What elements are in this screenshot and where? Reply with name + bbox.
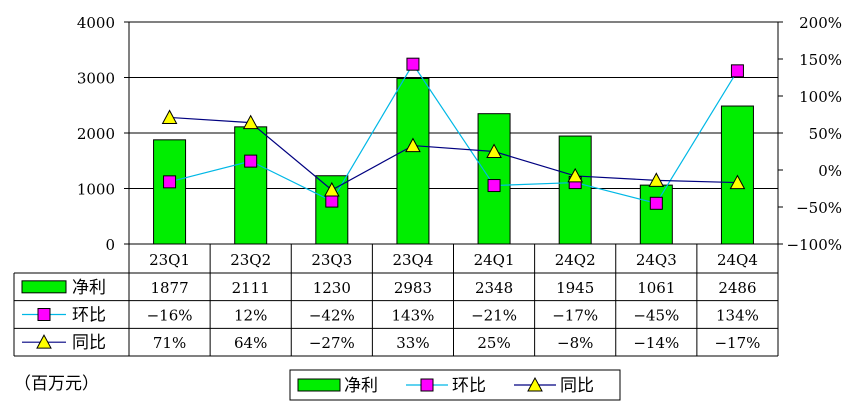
point-1-24Q2 — [567, 167, 584, 183]
table-cell: −17% — [714, 334, 760, 352]
point-1-24Q1 — [486, 143, 502, 158]
bar-23Q4 — [396, 77, 430, 245]
legend-label: 净利 — [344, 376, 378, 396]
right-tick-label: −50% — [796, 199, 842, 217]
point-0-23Q4 — [406, 57, 420, 71]
table-cell: 33% — [396, 334, 429, 352]
bar-24Q3 — [639, 184, 673, 245]
point-1-24Q4 — [729, 174, 746, 190]
table-cell: 25% — [477, 334, 510, 352]
legend: 净利 环比 同比 — [289, 369, 621, 401]
table-cell: 143% — [391, 307, 434, 325]
point-1-24Q3 — [648, 172, 665, 187]
table-cell: 2983 — [394, 279, 432, 297]
category-label: 24Q1 — [474, 251, 515, 269]
point-0-24Q1 — [487, 179, 501, 193]
point-1-23Q4 — [405, 137, 421, 153]
legend-box — [289, 369, 621, 401]
net-profit-bars — [153, 77, 754, 245]
category-label: 24Q3 — [636, 251, 677, 269]
axes: 0 1000 2000 3000 4000 −100% −50% 0% 50% 100% 150% 2… — [77, 14, 842, 254]
point-1-23Q2 — [242, 114, 259, 130]
point-0-24Q3 — [649, 196, 663, 210]
category-label: 23Q3 — [311, 251, 352, 269]
right-tick-label: 100% — [799, 88, 842, 106]
table-cell: −45% — [633, 307, 679, 325]
table-cell: −17% — [552, 307, 598, 325]
row-series-name: 同比 — [72, 333, 106, 353]
table-cell: 1877 — [150, 279, 188, 297]
unit-label: （百万元） — [14, 374, 99, 394]
table-cell: 1230 — [313, 279, 351, 297]
legend-label: 同比 — [560, 376, 594, 396]
right-tick-label: 50% — [809, 125, 842, 143]
left-tick-label: 1000 — [77, 181, 115, 199]
table-cell: 71% — [153, 334, 186, 352]
right-tick-label: −100% — [787, 236, 842, 254]
table-cell: −8% — [557, 334, 593, 352]
table-cell: 2348 — [475, 279, 513, 297]
table-cell: 2111 — [232, 279, 270, 297]
category-label: 23Q4 — [392, 251, 433, 269]
table-cell: −16% — [147, 307, 193, 325]
table-cell: 1945 — [556, 279, 594, 297]
point-0-23Q3 — [325, 194, 339, 208]
category-label: 24Q4 — [717, 251, 758, 269]
right-tick-label: 0% — [818, 162, 842, 180]
left-tick-label: 0 — [105, 236, 115, 254]
series-line-0 — [169, 63, 738, 204]
legend-label: 环比 — [452, 376, 486, 396]
table-cell: −42% — [309, 307, 355, 325]
left-tick-label: 4000 — [77, 14, 115, 32]
ratio-lines — [161, 57, 746, 210]
table-cell: 2486 — [718, 279, 756, 297]
series-line-1 — [169, 116, 738, 191]
row-key-marker-1 — [37, 308, 51, 321]
table-cell: −27% — [309, 334, 355, 352]
table-cell: 12% — [234, 307, 267, 325]
data-table: 23Q1 23Q2 23Q3 23Q4 24Q1 24Q2 24Q3 24Q4 净利 1877 21… — [13, 244, 779, 357]
point-1-23Q1 — [161, 109, 178, 124]
category-label: 23Q1 — [149, 251, 190, 269]
bar-24Q1 — [477, 113, 511, 245]
table-cell: 1061 — [637, 279, 675, 297]
table-cell: −21% — [471, 307, 517, 325]
table-cell: −14% — [633, 334, 679, 352]
legend-key-marker-2 — [527, 376, 543, 392]
left-tick-label: 3000 — [77, 70, 115, 88]
point-0-23Q2 — [244, 154, 258, 168]
table-cell: 134% — [716, 307, 759, 325]
bar-24Q2 — [558, 135, 592, 245]
point-0-24Q4 — [730, 64, 744, 78]
right-tick-label: 150% — [799, 51, 842, 69]
table-cell: 64% — [234, 334, 267, 352]
bar-23Q2 — [234, 126, 268, 245]
legend-key-marker-1 — [420, 378, 434, 392]
point-1-23Q3 — [323, 181, 340, 197]
category-label: 24Q2 — [555, 251, 596, 269]
category-label: 23Q2 — [230, 251, 271, 269]
row-series-name: 环比 — [72, 306, 106, 326]
row-key-marker-2 — [36, 334, 52, 349]
point-0-23Q1 — [163, 175, 177, 189]
left-tick-label: 2000 — [77, 125, 115, 143]
right-tick-label: 200% — [799, 14, 842, 32]
legend-key-bar — [297, 378, 341, 392]
bar-23Q1 — [153, 139, 187, 245]
row-key-bar — [21, 280, 67, 294]
row-series-name: 净利 — [72, 278, 106, 298]
